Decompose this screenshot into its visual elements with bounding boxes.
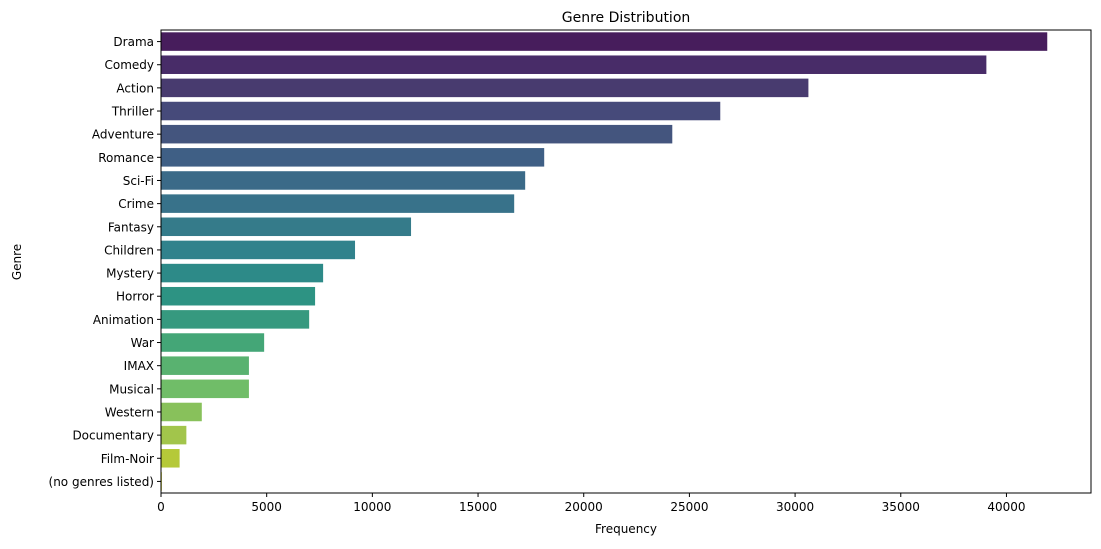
bar-war [161, 333, 265, 352]
bar-drama [161, 32, 1048, 51]
y-tick-label: Fantasy [108, 220, 154, 234]
y-tick-label: Sci-Fi [123, 174, 154, 188]
bar-imax [161, 356, 249, 375]
y-tick-label: Musical [109, 382, 154, 396]
y-tick-label: Romance [98, 151, 154, 165]
y-tick-label: IMAX [124, 359, 154, 373]
bar-crime [161, 194, 515, 213]
y-tick-label: Crime [118, 197, 154, 211]
y-tick-label: Drama [113, 35, 154, 49]
y-tick-label: Comedy [104, 58, 154, 72]
y-tick-label: Thriller [111, 105, 154, 119]
bar-animation [161, 310, 310, 329]
y-tick-label: Adventure [92, 128, 154, 142]
x-tick-label: 5000 [251, 500, 282, 514]
bar-fantasy [161, 217, 412, 237]
y-tick-label: Film-Noir [101, 452, 154, 466]
y-tick-label: Animation [93, 313, 154, 327]
bar-musical [161, 379, 249, 399]
bar-thriller [161, 101, 721, 121]
x-tick-label: 25000 [670, 500, 708, 514]
x-tick-label: 40000 [987, 500, 1025, 514]
y-tick-label: Western [105, 405, 154, 419]
x-tick-label: 0 [157, 500, 165, 514]
bar-western [161, 402, 202, 422]
y-tick-label: Mystery [106, 267, 154, 281]
bar-romance [161, 148, 545, 167]
y-tick-label: War [131, 336, 154, 350]
bar-horror [161, 286, 316, 306]
bar-sci-fi [161, 171, 526, 190]
y-tick-label: (no genres listed) [49, 475, 154, 489]
y-tick-label: Action [116, 81, 154, 95]
plot-frame [160, 29, 1092, 494]
x-tick-label: 10000 [353, 500, 391, 514]
x-tick-label: 35000 [882, 500, 920, 514]
bar-comedy [161, 55, 987, 74]
bar-children [161, 240, 356, 260]
chart-title: Genre Distribution [562, 10, 691, 26]
y-tick-label: Horror [116, 290, 154, 304]
y-tick-label: Documentary [72, 429, 154, 443]
x-tick-label: 30000 [776, 500, 814, 514]
bar-documentary [161, 425, 187, 445]
bar-adventure [161, 124, 673, 144]
bar-mystery [161, 263, 324, 283]
x-tick-label: 20000 [565, 500, 603, 514]
bar-action [161, 78, 809, 98]
x-axis-label: Frequency [595, 522, 657, 536]
bar-film-noir [161, 449, 180, 468]
x-tick-label: 15000 [459, 500, 497, 514]
y-axis-label: Genre [10, 244, 24, 280]
y-tick-label: Children [104, 243, 154, 257]
